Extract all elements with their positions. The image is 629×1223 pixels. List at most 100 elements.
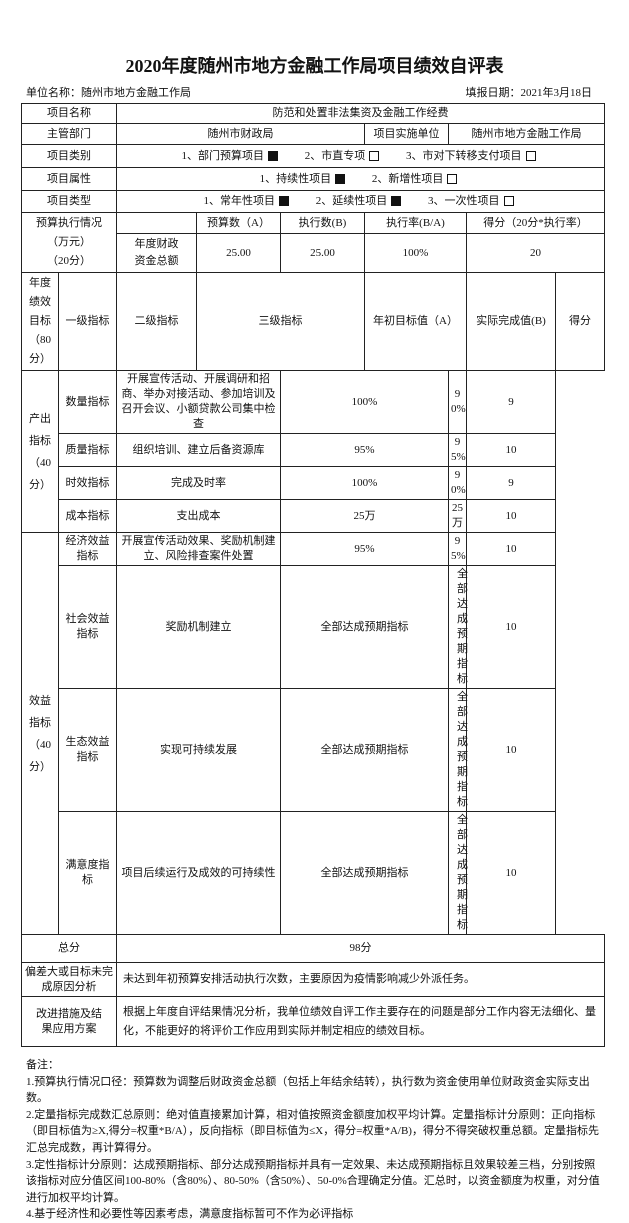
budget-header: 预算数（A） bbox=[196, 212, 281, 234]
goal-level2: 经济效益指标 bbox=[58, 532, 117, 566]
row-project-name: 项目名称 防范和处置非法集资及金融工作经费 bbox=[21, 103, 606, 124]
goal-target: 100% bbox=[280, 466, 449, 500]
goal-level3: 奖励机制建立 bbox=[116, 565, 281, 689]
category-label: 项目类别 bbox=[21, 144, 117, 168]
note-item: 4.基于经济性和必要性等因素考虑，满意度指标暂可不作为必评指标 bbox=[26, 1208, 354, 1221]
form-body: 项目名称 防范和处置非法集资及金融工作经费 主管部门 随州市财政局 项目实施单位… bbox=[21, 103, 606, 1223]
attr-label: 项目属性 bbox=[21, 167, 117, 191]
budget-row-label-1: 年度财政 bbox=[134, 238, 179, 250]
goal-level3: 实现可持续发展 bbox=[116, 688, 281, 812]
dept-label: 主管部门 bbox=[21, 123, 117, 145]
goal-level1: 产出指标 （40分） bbox=[21, 370, 59, 533]
dept: 随州市财政局 bbox=[116, 123, 365, 145]
goal-level3: 支出成本 bbox=[116, 499, 281, 533]
note-item: 1.预算执行情况口径：预算数为调整后财政资金总额（包括上年结余结转），执行数为资… bbox=[26, 1075, 590, 1105]
goal-target: 全部达成预期指标 bbox=[280, 688, 449, 812]
project-name: 防范和处置非法集资及金融工作经费 bbox=[115, 103, 606, 124]
goals-header: 得分 bbox=[554, 272, 606, 371]
checked-box-icon bbox=[268, 150, 279, 161]
goal-score: 10 bbox=[466, 565, 556, 689]
goal-level1-score: （40分） bbox=[29, 456, 51, 491]
goal-actual: 90% bbox=[448, 466, 467, 500]
goals-header: 实际完成值(B) bbox=[466, 272, 556, 371]
goal-row: 产出指标 （40分） 数量指标 开展宣传活动、开展调研和招商、举办对接活动、参加培训及… bbox=[21, 370, 605, 533]
checked-box-icon bbox=[279, 196, 290, 207]
goal-actual: 全部达成预期指标 bbox=[448, 565, 468, 689]
goal-actual: 25万 bbox=[448, 499, 467, 533]
option-label: 3、市对下转移支付项目 bbox=[406, 149, 522, 162]
budget-header: 执行数(B) bbox=[280, 212, 365, 234]
goal-level1-label: 效益指标 bbox=[29, 694, 51, 729]
side-label-part: 绩效 bbox=[29, 296, 51, 308]
checked-box-icon bbox=[335, 173, 346, 184]
attr-options: 1、持续性项目 2、新增性项目 bbox=[115, 167, 606, 191]
note-item: 3.定性指标计分原则：达成预期指标、部分达成预期指标并具有一定效果、未达成预期指… bbox=[26, 1158, 600, 1204]
notes-title: 备注： bbox=[26, 1059, 59, 1071]
budget-header: 得分（20分*执行率） bbox=[465, 212, 606, 234]
unchecked-box-icon bbox=[447, 173, 458, 184]
option-label: 3、一次性项目 bbox=[428, 195, 500, 207]
category-options: 1、部门预算项目 2、市直专项 3、市对下转移支付项目 bbox=[115, 144, 606, 168]
row-total: 总分 98分 bbox=[21, 934, 606, 963]
deviation-label: 偏差大或目标未完成原因分析 bbox=[21, 962, 117, 997]
budget-score: 20 bbox=[465, 233, 606, 273]
row-budget-values: 年度财政 资金总额 25.00 25.00 100% 20 bbox=[22, 233, 606, 273]
goal-level3: 开展宣传活动、开展调研和招商、举办对接活动、参加培训及召开会议、小额贷款公司集中… bbox=[116, 370, 281, 434]
goal-level1-score: （40分） bbox=[29, 738, 51, 773]
side-label-part: 年度 bbox=[29, 277, 51, 289]
goal-actual: 全部达成预期指标 bbox=[448, 688, 468, 812]
option-item: 2、市直专项 bbox=[305, 150, 384, 162]
budget-row-label-2: 资金总额 bbox=[134, 255, 179, 267]
notes: 备注： 1.预算执行情况口径：预算数为调整后财政资金总额（包括上年结余结转），执… bbox=[21, 1057, 604, 1223]
goal-target: 25万 bbox=[280, 499, 449, 533]
budget-label-score: （20分） bbox=[47, 255, 91, 267]
row-attr: 项目属性 1、持续性项目 2、新增性项目 bbox=[21, 167, 606, 191]
goal-score: 9 bbox=[466, 370, 556, 434]
budget-header: 执行率(B/A) bbox=[364, 212, 467, 234]
goal-row: 效益指标 （40分） 经济效益指标 开展宣传活动效果、奖励机制建立、风险排查案件处置 9… bbox=[21, 532, 605, 935]
type-label: 项目类型 bbox=[21, 190, 117, 213]
unchecked-box-icon bbox=[369, 150, 380, 161]
goal-level2: 满意度指标 bbox=[58, 811, 117, 935]
type-options: 1、常年性项目 2、延续性项目 3、一次性项目 bbox=[115, 190, 606, 213]
goal-score: 10 bbox=[466, 532, 556, 566]
goal-target: 95% bbox=[280, 532, 449, 566]
goal-level2: 社会效益指标 bbox=[58, 565, 117, 689]
goal-level3: 完成及时率 bbox=[116, 466, 281, 500]
goal-row: 生态效益指标 实现可持续发展 全部达成预期指标 全部达成预期指标 10 bbox=[22, 688, 605, 812]
goal-row: 时效指标 完成及时率 100% 90% 9 bbox=[22, 466, 605, 500]
goal-score: 10 bbox=[466, 811, 556, 935]
option-label: 1、持续性项目 bbox=[259, 172, 332, 185]
goal-level2: 数量指标 bbox=[58, 370, 117, 434]
project-name-label: 项目名称 bbox=[21, 103, 117, 124]
goal-target: 全部达成预期指标 bbox=[280, 811, 449, 935]
budget-value: 25.00 bbox=[196, 233, 281, 273]
deviation-text: 未达到年初预算安排活动执行次数，主要原因为疫情影响减少外派任务。 bbox=[115, 962, 606, 997]
goals-header: 三级指标 bbox=[196, 272, 365, 371]
goal-level2: 成本指标 bbox=[58, 499, 117, 533]
row-dept: 主管部门 随州市财政局 项目实施单位 随州市地方金融工作局 bbox=[21, 123, 606, 145]
side-label-part: （80 bbox=[29, 334, 51, 346]
option-item: 1、持续性项目 bbox=[260, 173, 350, 185]
goals-side-label: 年度 绩效 目标 （80 分） bbox=[21, 272, 59, 371]
impl: 随州市地方金融工作局 bbox=[447, 123, 606, 145]
option-label: 1、部门预算项目 bbox=[181, 149, 265, 162]
goal-level2: 时效指标 bbox=[58, 466, 117, 500]
side-label-part: 分） bbox=[29, 353, 51, 365]
goal-actual: 95% bbox=[448, 433, 467, 467]
goal-score: 10 bbox=[466, 688, 556, 812]
total-score: 98分 bbox=[115, 934, 606, 963]
budget-label: 预算执行情况 （万元） （20分） bbox=[21, 212, 117, 273]
goal-row: 满意度指标 项目后续运行及成效的可持续性 全部达成预期指标 全部达成预期指标 10 bbox=[22, 811, 605, 935]
side-label-part: 目标 bbox=[29, 315, 51, 327]
unit-name: 单位名称：随州市地方金融工作局 bbox=[26, 87, 191, 99]
goal-level3: 开展宣传活动效果、奖励机制建立、风险排查案件处置 bbox=[116, 532, 281, 566]
row-budget-header: 预算执行情况 （万元） （20分） 预算数（A） 执行数(B) 执行率(B/A)… bbox=[21, 212, 606, 273]
option-label: 2、市直专项 bbox=[304, 149, 366, 162]
budget-row-label: 年度财政 资金总额 bbox=[116, 233, 197, 273]
option-item: 1、部门预算项目 bbox=[182, 150, 283, 162]
row-category: 项目类别 1、部门预算项目 2、市直专项 3、市对下转移支付项目 bbox=[21, 144, 606, 168]
goals-header: 年初目标值（A） bbox=[364, 272, 467, 371]
goal-level2: 生态效益指标 bbox=[58, 688, 117, 812]
goal-level1: 效益指标 （40分） bbox=[21, 532, 59, 935]
